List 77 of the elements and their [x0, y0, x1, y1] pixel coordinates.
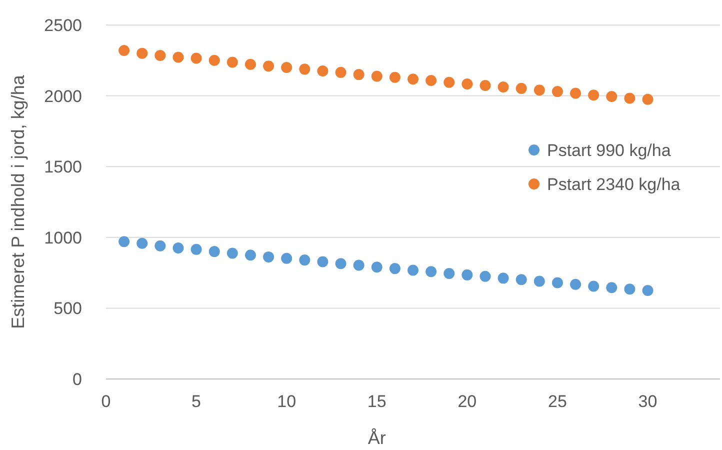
- point: [606, 282, 618, 294]
- point: [299, 64, 310, 75]
- point: [118, 236, 130, 248]
- point: [498, 272, 509, 284]
- point: [444, 76, 455, 88]
- point: [118, 44, 130, 56]
- y-tick-label: 2500: [44, 16, 82, 35]
- point: [480, 80, 491, 91]
- point: [426, 266, 437, 278]
- point: [389, 72, 400, 83]
- point: [208, 54, 220, 66]
- point: [226, 56, 238, 68]
- point: [317, 256, 328, 268]
- point: [408, 74, 418, 85]
- point: [353, 260, 364, 271]
- point: [244, 250, 256, 261]
- point: [516, 274, 527, 286]
- x-tick-label: 20: [458, 392, 477, 411]
- point: [154, 50, 166, 61]
- point: [408, 264, 418, 276]
- x-tick-label: 15: [367, 392, 386, 411]
- point: [389, 263, 400, 274]
- point: [588, 280, 600, 292]
- point: [570, 88, 582, 99]
- point: [190, 52, 202, 64]
- y-tick-label: 1500: [44, 158, 82, 177]
- y-tick-label: 0: [72, 370, 82, 389]
- point: [335, 66, 346, 78]
- y-tick-label: 2000: [44, 86, 82, 106]
- y-tick-label: 1000: [44, 228, 82, 248]
- point: [624, 284, 636, 295]
- x-tick-label: 5: [192, 392, 202, 411]
- point: [263, 60, 274, 72]
- point: [570, 278, 582, 290]
- legend-label: Pstart 2340 kg/ha: [547, 175, 681, 194]
- point: [281, 62, 292, 73]
- x-tick-label: 10: [277, 392, 296, 411]
- point: [299, 254, 310, 266]
- point: [552, 86, 563, 98]
- point: [154, 240, 166, 252]
- point: [263, 251, 274, 262]
- point: [462, 78, 473, 90]
- point: [462, 269, 473, 280]
- point: [208, 246, 220, 258]
- point: [172, 242, 184, 254]
- point: [190, 244, 202, 255]
- point: [498, 82, 509, 93]
- point: [353, 69, 364, 80]
- point: [480, 270, 491, 282]
- point: [516, 82, 527, 94]
- point: [444, 268, 455, 280]
- point: [606, 91, 618, 102]
- y-axis-title: Estimeret P indhold i jord, kg/ha: [8, 74, 28, 329]
- point: [136, 238, 148, 249]
- point: [136, 48, 148, 59]
- point: [244, 58, 256, 70]
- point: [226, 248, 238, 259]
- point: [426, 75, 437, 86]
- point: [335, 258, 346, 270]
- x-tick-label: 0: [101, 392, 111, 411]
- legend-label: Pstart 990 kg/ha: [547, 141, 672, 160]
- y-tick-label: 500: [54, 299, 82, 318]
- x-tick-label: 25: [548, 392, 567, 411]
- point: [624, 92, 636, 104]
- point: [588, 90, 600, 101]
- point: [552, 277, 563, 288]
- point: [317, 66, 328, 77]
- point: [534, 84, 545, 96]
- point: [534, 276, 545, 287]
- point: [172, 52, 184, 63]
- x-tick-label: 30: [638, 392, 658, 411]
- x-axis-title: År: [368, 428, 386, 448]
- point: [281, 252, 292, 264]
- point: [642, 94, 654, 105]
- point: [642, 285, 654, 296]
- point: [371, 70, 382, 82]
- point: [371, 262, 382, 273]
